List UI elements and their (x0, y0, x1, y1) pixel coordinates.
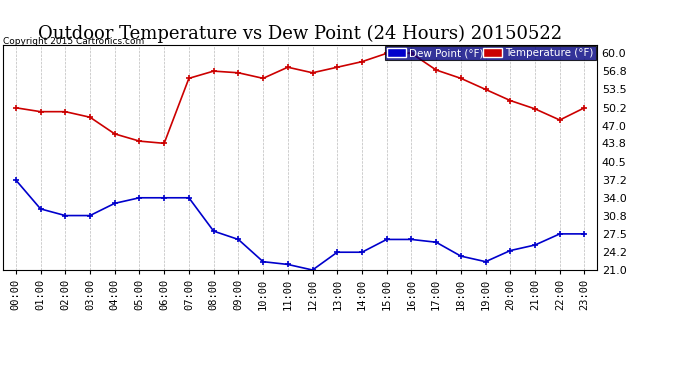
Text: Copyright 2015 Cartronics.com: Copyright 2015 Cartronics.com (3, 38, 145, 46)
Title: Outdoor Temperature vs Dew Point (24 Hours) 20150522: Outdoor Temperature vs Dew Point (24 Hou… (38, 25, 562, 44)
Legend: Dew Point (°F), Temperature (°F): Dew Point (°F), Temperature (°F) (385, 46, 595, 60)
